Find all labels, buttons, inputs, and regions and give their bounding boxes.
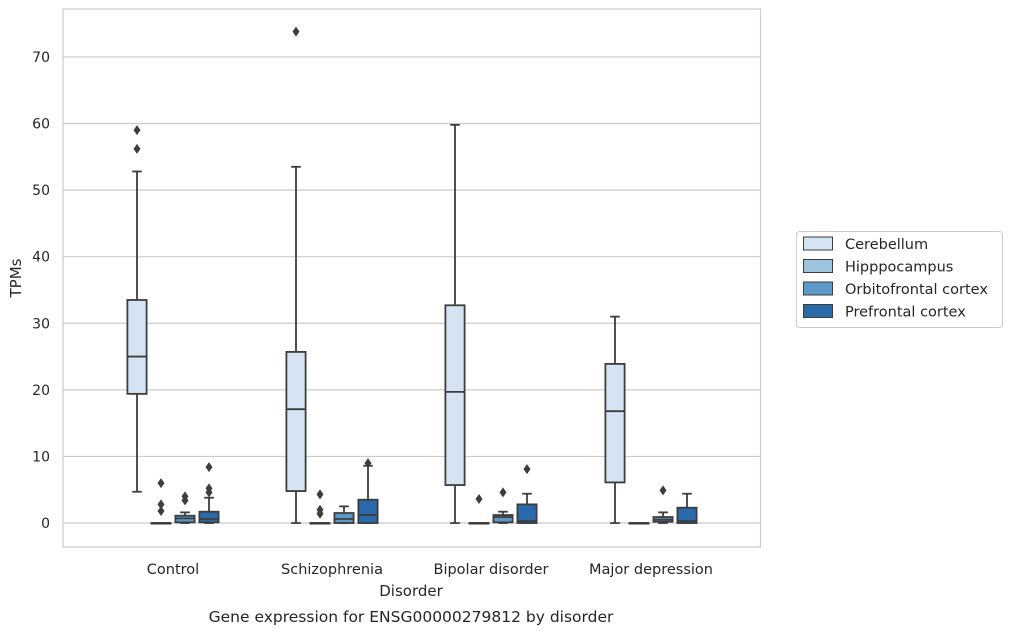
box-plot bbox=[357, 458, 379, 524]
iqr-box bbox=[516, 503, 538, 524]
outlier-point bbox=[157, 499, 165, 510]
x-tick-label: Control bbox=[147, 562, 199, 578]
outlier-point bbox=[499, 487, 507, 498]
outlier-point bbox=[659, 485, 667, 496]
x-tick-labels: Control Schizophrenia Bipolar disorder Majo… bbox=[147, 562, 713, 578]
outlier-point bbox=[181, 491, 189, 502]
legend-label: Cerebellum bbox=[845, 237, 928, 253]
outlier-point bbox=[292, 26, 300, 37]
box-plot bbox=[468, 494, 490, 525]
box-plot bbox=[604, 315, 626, 524]
outlier-point bbox=[364, 458, 372, 469]
y-tick-label: 20 bbox=[32, 383, 50, 399]
y-tick-label: 40 bbox=[32, 250, 50, 266]
chart-title: Gene expression for ENSG00000279812 by d… bbox=[209, 608, 614, 626]
iqr-box bbox=[198, 510, 220, 524]
box-plot bbox=[652, 485, 674, 524]
legend-label: Orbitofrontal cortex bbox=[845, 282, 988, 298]
box-plot bbox=[150, 478, 172, 525]
box-plots bbox=[126, 26, 698, 525]
legend-label: Prefrontal cortex bbox=[845, 305, 966, 321]
outlier-point bbox=[133, 143, 141, 154]
outlier-point bbox=[316, 504, 324, 515]
outlier-point bbox=[205, 483, 213, 494]
x-axis-label: Disorder bbox=[379, 582, 443, 600]
legend-swatch bbox=[803, 236, 833, 251]
legend-swatch bbox=[803, 281, 833, 296]
outlier-point bbox=[316, 489, 324, 500]
y-tick-label: 30 bbox=[32, 316, 50, 332]
grid-lines bbox=[63, 56, 761, 524]
x-tick-label: Major depression bbox=[589, 562, 713, 578]
y-tick-label: 70 bbox=[32, 50, 50, 66]
x-tick-label: Bipolar disorder bbox=[434, 562, 549, 578]
y-tick-labels: 0 10 20 30 40 50 60 70 bbox=[32, 50, 50, 532]
legend-swatch bbox=[803, 304, 833, 318]
box-plot bbox=[516, 464, 538, 524]
outlier-point bbox=[157, 506, 165, 517]
legend-frame bbox=[796, 231, 1003, 328]
legend-swatch bbox=[803, 259, 833, 273]
box-plot bbox=[126, 125, 148, 493]
outlier-point bbox=[205, 462, 213, 473]
box-plot bbox=[309, 489, 331, 525]
y-tick-label: 50 bbox=[32, 183, 50, 199]
outlier-point bbox=[523, 464, 531, 475]
outlier-point bbox=[133, 125, 141, 136]
x-tick-label: Schizophrenia bbox=[281, 562, 383, 578]
box-plot bbox=[285, 26, 307, 524]
iqr-box bbox=[492, 514, 514, 524]
iqr-box bbox=[444, 304, 466, 486]
box-plot bbox=[628, 522, 650, 525]
box-plot bbox=[444, 123, 466, 524]
iqr-box bbox=[604, 362, 626, 484]
iqr-box bbox=[333, 512, 355, 524]
iqr-box bbox=[357, 498, 379, 524]
outlier-point bbox=[157, 478, 165, 489]
y-tick-label: 10 bbox=[32, 449, 50, 465]
legend-label: Hipppocampus bbox=[845, 260, 953, 276]
y-tick-label: 60 bbox=[32, 117, 50, 133]
iqr-box bbox=[285, 351, 307, 492]
iqr-box bbox=[126, 299, 148, 395]
y-axis-label: TPMs bbox=[7, 258, 25, 298]
box-plot bbox=[676, 492, 698, 524]
iqr-box bbox=[676, 506, 698, 524]
outlier-point bbox=[475, 494, 483, 505]
legend: Cerebellum Hipppocampus Orbitofrontal cort… bbox=[796, 231, 1003, 328]
box-plot bbox=[174, 491, 196, 524]
y-tick-label: 0 bbox=[41, 516, 50, 532]
box-plot bbox=[198, 462, 220, 524]
box-plot bbox=[333, 505, 355, 524]
axes-frame bbox=[62, 8, 762, 548]
box-plot bbox=[492, 487, 514, 524]
